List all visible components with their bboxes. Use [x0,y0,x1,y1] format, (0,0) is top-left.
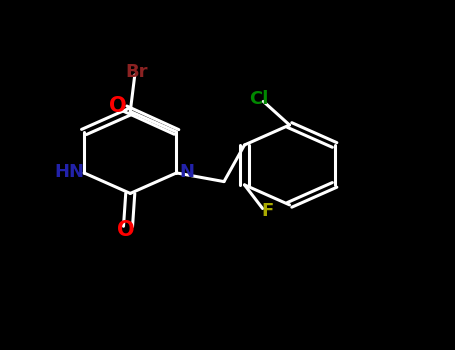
Text: Cl: Cl [249,90,268,108]
Text: F: F [261,202,273,219]
Text: O: O [109,96,127,116]
Text: O: O [117,220,135,240]
Text: N: N [179,163,194,181]
Text: Br: Br [126,63,148,81]
Text: HN: HN [55,163,85,181]
